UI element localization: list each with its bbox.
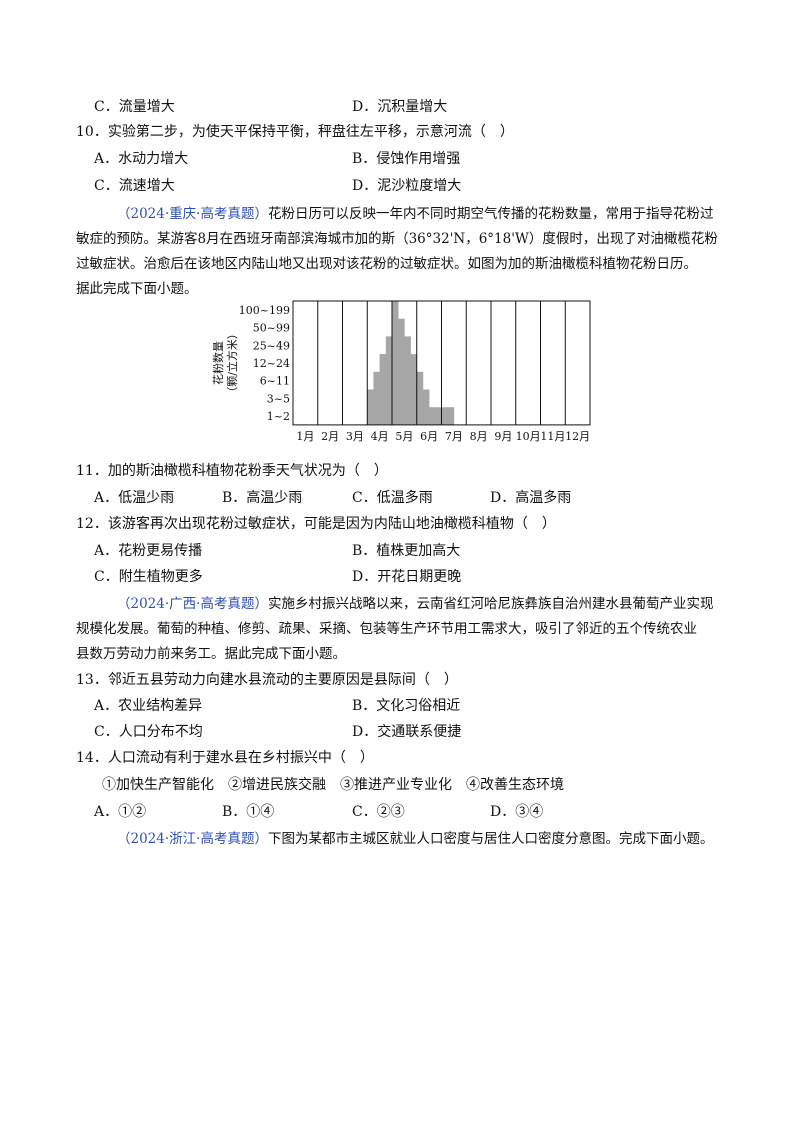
q11-option-a: A．低温少雨: [94, 490, 175, 506]
y-axis-unit: （颗/立方米）: [225, 328, 239, 398]
x-tick-label: 6月: [420, 430, 438, 443]
q11-option-d: D．高温多雨: [490, 490, 572, 506]
q11-stem: 11．加的斯油橄榄科植物花粉季天气状况为（ ）: [76, 463, 388, 479]
passage2-line2: 规模化发展。葡萄的种植、修剪、疏果、采摘、包装等生产环节用工需求大，吸引了邻近的…: [76, 621, 697, 637]
x-tick-label: 1月: [296, 430, 314, 443]
y-axis-label: 花粉数量: [212, 341, 225, 385]
x-tick-label: 7月: [445, 430, 463, 443]
q13-option-a: A．农业结构差异: [94, 698, 203, 714]
q14-option-a: A．①②: [94, 804, 147, 820]
x-tick-label: 4月: [371, 430, 389, 443]
passage1-line4: 据此完成下面小题。: [76, 281, 198, 297]
q14-items: ①加快生产智能化 ②增进民族交融 ③推进产业专业化 ④改善生态环境: [102, 777, 564, 793]
y-tick-label: 1~2: [267, 410, 290, 423]
q11-option-c: C．低温多雨: [352, 490, 433, 506]
passage3-first-line: （2024·浙江·高考真题）下图为某都市主城区就业人口密度与居住人口密度分意图。…: [117, 829, 713, 849]
pollen-bar: [367, 389, 374, 425]
passage3-source: （2024·浙江·高考真题）: [117, 831, 268, 847]
passage2-source: （2024·广西·高考真题）: [117, 596, 268, 612]
q10-option-a: A．水动力增大: [94, 151, 189, 167]
q13-option-b: B．文化习俗相近: [352, 698, 461, 714]
q14-stem: 14．人口流动有利于建水县在乡村振兴中（ ）: [76, 750, 374, 766]
pollen-bar: [435, 407, 442, 425]
q13-stem: 13．邻近五县劳动力向建水县流动的主要原因是县际间（ ）: [76, 672, 458, 688]
x-tick-label: 9月: [494, 430, 512, 443]
x-tick-label: 3月: [346, 430, 364, 443]
pollen-bar: [392, 301, 399, 425]
passage2-line1: 实施乡村振兴战略以来，云南省红河哈尼族彝族自治州建水县葡萄产业实现: [267, 596, 714, 612]
y-tick-label: 50~99: [253, 322, 290, 335]
q12-option-d: D．开花日期更晚: [352, 569, 462, 585]
pollen-bar: [410, 354, 418, 425]
chart-ylabel: 花粉数量 （颗/立方米）: [212, 328, 239, 398]
q10-option-b: B．侵蚀作用增强: [352, 151, 461, 167]
q11-option-b: B．高温少雨: [222, 490, 303, 506]
pollen-bar: [429, 407, 436, 425]
pollen-calendar-chart: 花粉数量 （颗/立方米） 1~2 3~5 6~11 12~24 25~49 50~99 100…: [212, 300, 591, 443]
q12-option-b: B．植株更加高大: [352, 543, 461, 559]
chart-xtick-labels: 1月 2月 3月 4月 5月 6月 7月 8月 9月 10月 11月 12月: [296, 430, 590, 443]
passage2-first-line: （2024·广西·高考真题）实施乡村振兴战略以来，云南省红河哈尼族彝族自治州建水…: [117, 594, 713, 614]
q13-option-d: D．交通联系便捷: [352, 724, 462, 740]
pollen-bar: [422, 389, 430, 425]
q9-option-c: C．流量增大: [94, 99, 175, 115]
x-tick-label: 11月: [540, 430, 565, 443]
x-tick-label: 5月: [395, 430, 413, 443]
y-tick-label: 6~11: [260, 375, 290, 388]
pollen-bar: [373, 371, 380, 425]
chart-ytick-labels: 1~2 3~5 6~11 12~24 25~49 50~99 100~199: [239, 304, 290, 423]
x-tick-label: 2月: [321, 430, 339, 443]
pollen-bar: [404, 336, 411, 425]
pollen-bar: [385, 336, 393, 425]
y-tick-label: 100~199: [239, 304, 290, 317]
passage2-line3: 县数万劳动力前来务工。据此完成下面小题。: [76, 646, 346, 662]
pollen-bar: [447, 407, 455, 425]
chart-grid: [292, 300, 591, 426]
q12-option-a: A．花粉更易传播: [94, 543, 203, 559]
x-tick-label: 12月: [565, 430, 590, 443]
pollen-bar: [379, 354, 387, 425]
q14-option-b: B．①④: [222, 804, 275, 820]
q9-option-d: D．沉积量增大: [352, 99, 448, 115]
passage1-first-line: （2024·重庆·高考真题）花粉日历可以反映一年内不同时期空气传播的花粉数量，常…: [117, 204, 713, 224]
passage3-line1: 下图为某都市主城区就业人口密度与居住人口密度分意图。完成下面小题。: [267, 831, 714, 847]
passage1-source: （2024·重庆·高考真题）: [117, 206, 268, 222]
passage1-line2: 敏症的预防。某游客8月在西班牙南部滨海城市加的斯（36°32'N，6°18'W）…: [76, 231, 718, 247]
pollen-bar: [441, 407, 448, 425]
q12-stem: 12．该游客再次出现花粉过敏症状，可能是因为内陆山地油橄榄科植物（ ）: [76, 516, 556, 532]
q12-option-c: C．附生植物更多: [94, 569, 203, 585]
y-tick-label: 25~49: [253, 339, 290, 352]
y-tick-label: 12~24: [253, 357, 290, 370]
q10-option-c: C．流速增大: [94, 178, 175, 194]
pollen-bar: [416, 371, 424, 425]
q13-option-c: C．人口分布不均: [94, 724, 203, 740]
q14-option-c: C．②③: [352, 804, 405, 820]
passage1-line1: 花粉日历可以反映一年内不同时期空气传播的花粉数量，常用于指导花粉过: [267, 206, 714, 222]
y-tick-label: 3~5: [267, 392, 290, 405]
pollen-bar: [398, 318, 405, 425]
q10-option-d: D．泥沙粒度增大: [352, 178, 462, 194]
x-tick-label: 8月: [470, 430, 488, 443]
chart-bars: [367, 301, 455, 425]
q14-option-d: D．③④: [490, 804, 544, 820]
q10-stem: 10．实验第二步，为使天平保持平衡，秤盘往左平移，示意河流（ ）: [76, 124, 514, 140]
x-tick-label: 10月: [516, 430, 541, 443]
passage1-line3: 过敏症状。治愈后在该地区内陆山地又出现对该花粉的过敏症状。如图为加的斯油橄榄科植…: [76, 256, 697, 272]
